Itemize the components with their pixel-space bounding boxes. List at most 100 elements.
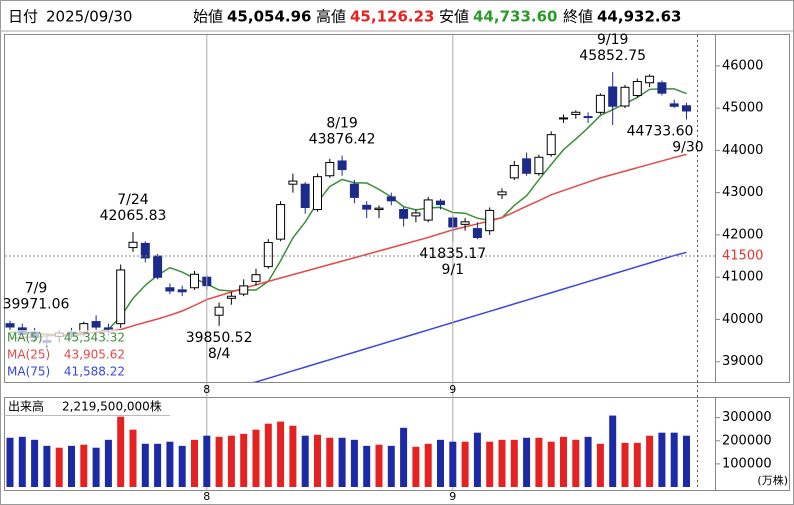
volume-title: 出来高 [8,399,44,414]
volume-bar [449,441,457,487]
candle-body [472,228,482,239]
candle-body [509,164,519,179]
candle-body [91,321,101,328]
annotation-date: 9/19 [597,32,628,48]
candle-body [399,209,409,219]
volume-bar [658,432,666,487]
y-tick-label: 45000 [722,101,763,116]
volume-bar [683,435,690,487]
volume-bar [68,445,75,487]
candle-body [325,161,335,177]
annotation-date: 7/9 [25,281,48,297]
y-tick-label: 44000 [722,143,763,158]
volume-bar [326,437,334,487]
candle-body [669,103,679,107]
candle-body [485,209,495,232]
legend-value: 41,588.22 [64,365,125,379]
candle-body [534,156,544,175]
volume-bar [560,436,567,487]
candle-body [300,183,310,208]
open-value: 45,054.96 [227,8,311,26]
candle-body [165,287,175,292]
volume-bar [363,445,371,487]
candle-body [436,200,445,206]
candle-body [349,183,359,198]
volume-bar [646,435,654,487]
price-plot [5,72,691,382]
volume-bar [412,446,420,487]
candle-body [239,285,249,295]
volume-bar [350,439,358,487]
y-tick-label: 300000 [722,410,772,425]
legend-name: MA(25) [7,348,50,362]
volume-bar [6,437,14,487]
annotation-price: 44733.60 [627,123,694,139]
volume-bar [572,439,580,487]
close-label: 終値 [563,8,593,26]
x-tick-label: 8 [203,383,210,396]
annotation-price: 42065.83 [100,208,167,224]
volume-bar [301,435,309,487]
candle-body [571,111,581,115]
y-tick-label: 41000 [722,270,763,285]
annotation-date: 8/19 [326,116,357,132]
x-tick-label: 9 [449,383,456,396]
volume-bar [178,445,186,487]
volume-bar [461,441,469,487]
ma-line [9,153,687,340]
volume-bar [277,421,285,487]
annotation-price: 41835.17 [419,246,486,262]
low-value: 44,733.60 [473,8,557,26]
volume-total: 2,219,500,000株 [62,399,162,414]
volume-bar [252,429,260,487]
candle-body [313,176,322,211]
candle-body [128,241,138,249]
volume-bar [55,447,63,487]
candle-body [497,191,507,196]
annotation-price: 43876.42 [309,132,376,148]
open-label: 始値 [193,8,223,26]
candle-body [116,269,126,325]
annotation-date: 9/1 [442,262,465,278]
volume-bar [92,447,100,487]
volume-bar [375,444,383,487]
volume-bar [80,444,88,487]
volume-bar [400,427,408,487]
candle-body [620,86,630,107]
volume-bar [547,441,555,487]
y-tick-label: 46000 [722,58,763,73]
annotation-price: 45852.75 [579,48,646,64]
volume-bar [473,432,481,487]
volume-bar [117,416,125,487]
annotation-date: 8/4 [208,346,231,362]
candle-body [374,207,384,211]
volume-bar [387,445,395,487]
volume-bar [338,437,346,487]
volume-bar [289,425,297,487]
candle-body [460,221,470,225]
candle-body [559,117,568,120]
volume-bar [670,432,678,487]
candle-body [226,295,236,299]
volume-bar [535,437,543,487]
candle-body [583,116,593,119]
candle-body [153,255,163,278]
volume-bar [166,441,174,487]
y-tick-label: 42000 [722,227,763,242]
legend-bg [5,330,127,346]
volume-bar [129,429,137,487]
volume-bar [154,443,162,487]
y-tick-label: 100000 [722,456,772,471]
annotation-price: 39850.52 [186,330,253,346]
volume-bar [18,436,26,487]
legend-name: MA(5) [7,331,43,345]
candle-body [337,160,347,171]
candle-body [103,327,113,330]
candle-body [251,274,261,282]
volume-bar [510,439,518,487]
candle-body [608,86,618,107]
x-tick-label: 9 [449,490,456,503]
candle-body [276,204,286,240]
date-label: 日付 [8,8,38,26]
candle-body [522,158,532,174]
